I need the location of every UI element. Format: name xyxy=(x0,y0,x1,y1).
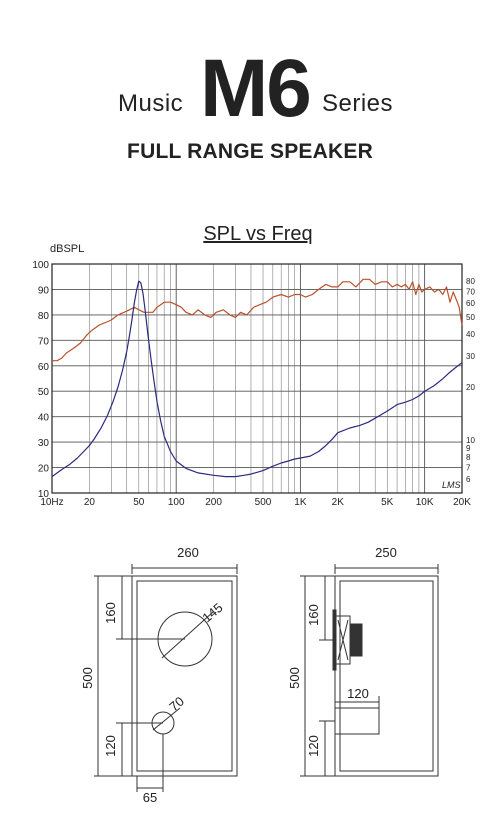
chart-grid xyxy=(51,263,463,494)
y-tick-label: 70 xyxy=(38,336,50,347)
y2-tick-label: 70 xyxy=(466,287,475,296)
x-tick-label: 20 xyxy=(84,497,96,508)
driver-diameter-line xyxy=(161,611,214,659)
front-width-label: 260 xyxy=(177,545,199,560)
x-tick-label: 20K xyxy=(453,497,471,508)
product-subtitle: FULL RANGE SPEAKER xyxy=(127,140,373,163)
brand-series: Series xyxy=(322,90,394,117)
y2-tick-label: 60 xyxy=(466,299,475,308)
front-offset-label: 65 xyxy=(143,790,157,805)
chart-title: SPL vs Freq xyxy=(203,223,312,245)
port-tube xyxy=(334,707,380,735)
side-top-label: 160 xyxy=(306,604,321,626)
front-top-label: 160 xyxy=(103,602,118,624)
chart-annotation: LMS xyxy=(442,480,461,490)
y-tick-label: 90 xyxy=(38,285,50,296)
y-tick-label: 30 xyxy=(38,438,50,449)
y2-tick-label: 50 xyxy=(466,313,475,322)
front-height-label: 500 xyxy=(80,667,95,689)
driver-magnet xyxy=(349,623,363,657)
y-tick-label: 50 xyxy=(38,387,50,398)
front-view xyxy=(94,564,238,792)
side-bottom-label: 120 xyxy=(306,735,321,757)
brand-music: Music xyxy=(118,90,184,117)
dimension-drawings: 260 500 160 120 145 70 65 250 500 160 12… xyxy=(80,545,439,805)
x-tick-label: 200 xyxy=(205,497,222,508)
y-axis-label: dBSPL xyxy=(50,243,84,255)
y-tick-label: 60 xyxy=(38,362,50,373)
y2-tick-label: 30 xyxy=(466,352,475,361)
x-tick-label: 5K xyxy=(381,497,394,508)
x-tick-label: 2K xyxy=(332,497,345,508)
front-cabinet-inner xyxy=(136,580,233,772)
front-bottom-label: 120 xyxy=(103,735,118,757)
y2-tick-label: 9 xyxy=(466,444,471,453)
side-height-label: 500 xyxy=(287,667,302,689)
y-tick-label: 80 xyxy=(38,311,50,322)
x-tick-label: 100 xyxy=(168,497,185,508)
side-cabinet-inner xyxy=(339,580,434,772)
impedance-curve xyxy=(51,280,463,478)
side-view xyxy=(300,564,439,777)
y2-tick-label: 7 xyxy=(466,463,471,472)
x-tick-label: 1K xyxy=(294,497,307,508)
y2-tick-label: 20 xyxy=(466,383,475,392)
x-tick-label: 500 xyxy=(255,497,272,508)
side-width-label: 250 xyxy=(375,545,397,560)
header: Music M6 Series xyxy=(0,40,500,130)
y-tick-label: 20 xyxy=(38,464,50,475)
front-cabinet-outer xyxy=(131,575,238,777)
y2-tick-label: 8 xyxy=(466,453,471,462)
side-cabinet-outer xyxy=(334,575,439,777)
x-tick-label: 10Hz xyxy=(40,497,63,508)
y2-tick-label: 40 xyxy=(466,330,475,339)
y2-tick-label: 80 xyxy=(466,277,475,286)
y2-tick-label: 6 xyxy=(466,475,471,484)
y-tick-label: 100 xyxy=(32,260,49,271)
x-tick-label: 50 xyxy=(133,497,145,508)
y-tick-label: 10 xyxy=(38,489,50,500)
chart-series xyxy=(51,278,463,478)
plot-frame xyxy=(51,263,463,494)
y2-tick-label: 10 xyxy=(466,436,475,445)
spl-curve xyxy=(52,278,463,362)
x-tick-label: 10K xyxy=(416,497,434,508)
y-tick-label: 40 xyxy=(38,413,50,424)
driver-basket-line-2 xyxy=(337,619,349,661)
port-diameter-line xyxy=(152,707,181,731)
spl-freq-chart: SPL vs Freq dBSPL 10Hz 20 50 100 200 500 1K 2K 5… xyxy=(32,223,475,508)
port-diameter-label: 70 xyxy=(166,694,187,715)
port-depth-label: 120 xyxy=(347,686,369,701)
chart-ticks: 10Hz 20 50 100 200 500 1K 2K 5K 10K 20K 10 20 30 40 50 6… xyxy=(32,260,475,508)
brand-model: M6 xyxy=(200,43,312,134)
